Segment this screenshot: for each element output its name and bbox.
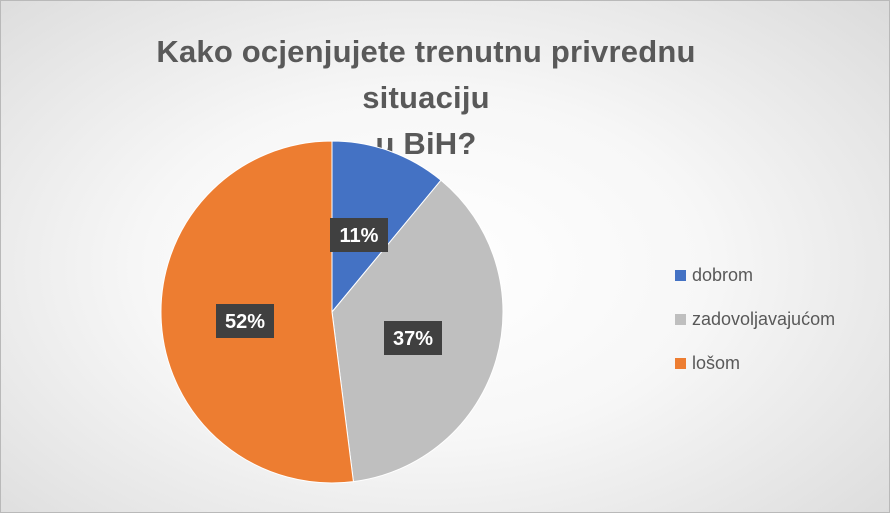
- legend-item-zadovoljavajucom: zadovoljavajućom: [675, 297, 875, 341]
- legend: dobrom zadovoljavajućom lošom: [675, 253, 875, 385]
- data-label-2: 37%: [384, 321, 442, 355]
- legend-swatch-losom: [675, 357, 686, 369]
- legend-item-losom: lošom: [675, 341, 875, 385]
- data-label-box-1: [330, 218, 388, 252]
- chart-title: Kako ocjenjujete trenutnu privrednu situ…: [101, 29, 751, 167]
- legend-swatch-dobrom: [675, 269, 686, 281]
- chart-title-line-1: Kako ocjenjujete trenutnu privrednu situ…: [156, 34, 696, 115]
- pie-data-labels: 11% 37% 52%: [216, 218, 442, 355]
- pie-slices: [160, 140, 504, 484]
- data-label-box-3: [216, 304, 274, 338]
- data-label-text-1: 11%: [340, 225, 379, 247]
- legend-item-dobrom: dobrom: [675, 253, 875, 297]
- legend-label-dobrom: dobrom: [692, 264, 754, 285]
- data-label-3: 52%: [216, 304, 274, 338]
- data-label-box-2: [384, 321, 442, 355]
- legend-label-losom: lošom: [692, 352, 741, 373]
- data-label-text-3: 52%: [225, 311, 265, 333]
- legend-swatch-zadovoljavajucom: [675, 313, 686, 325]
- data-label-text-2: 37%: [393, 328, 433, 350]
- legend-label-zadovoljavajucom: zadovoljavajućom: [692, 308, 836, 329]
- data-label-1: 11%: [330, 218, 388, 252]
